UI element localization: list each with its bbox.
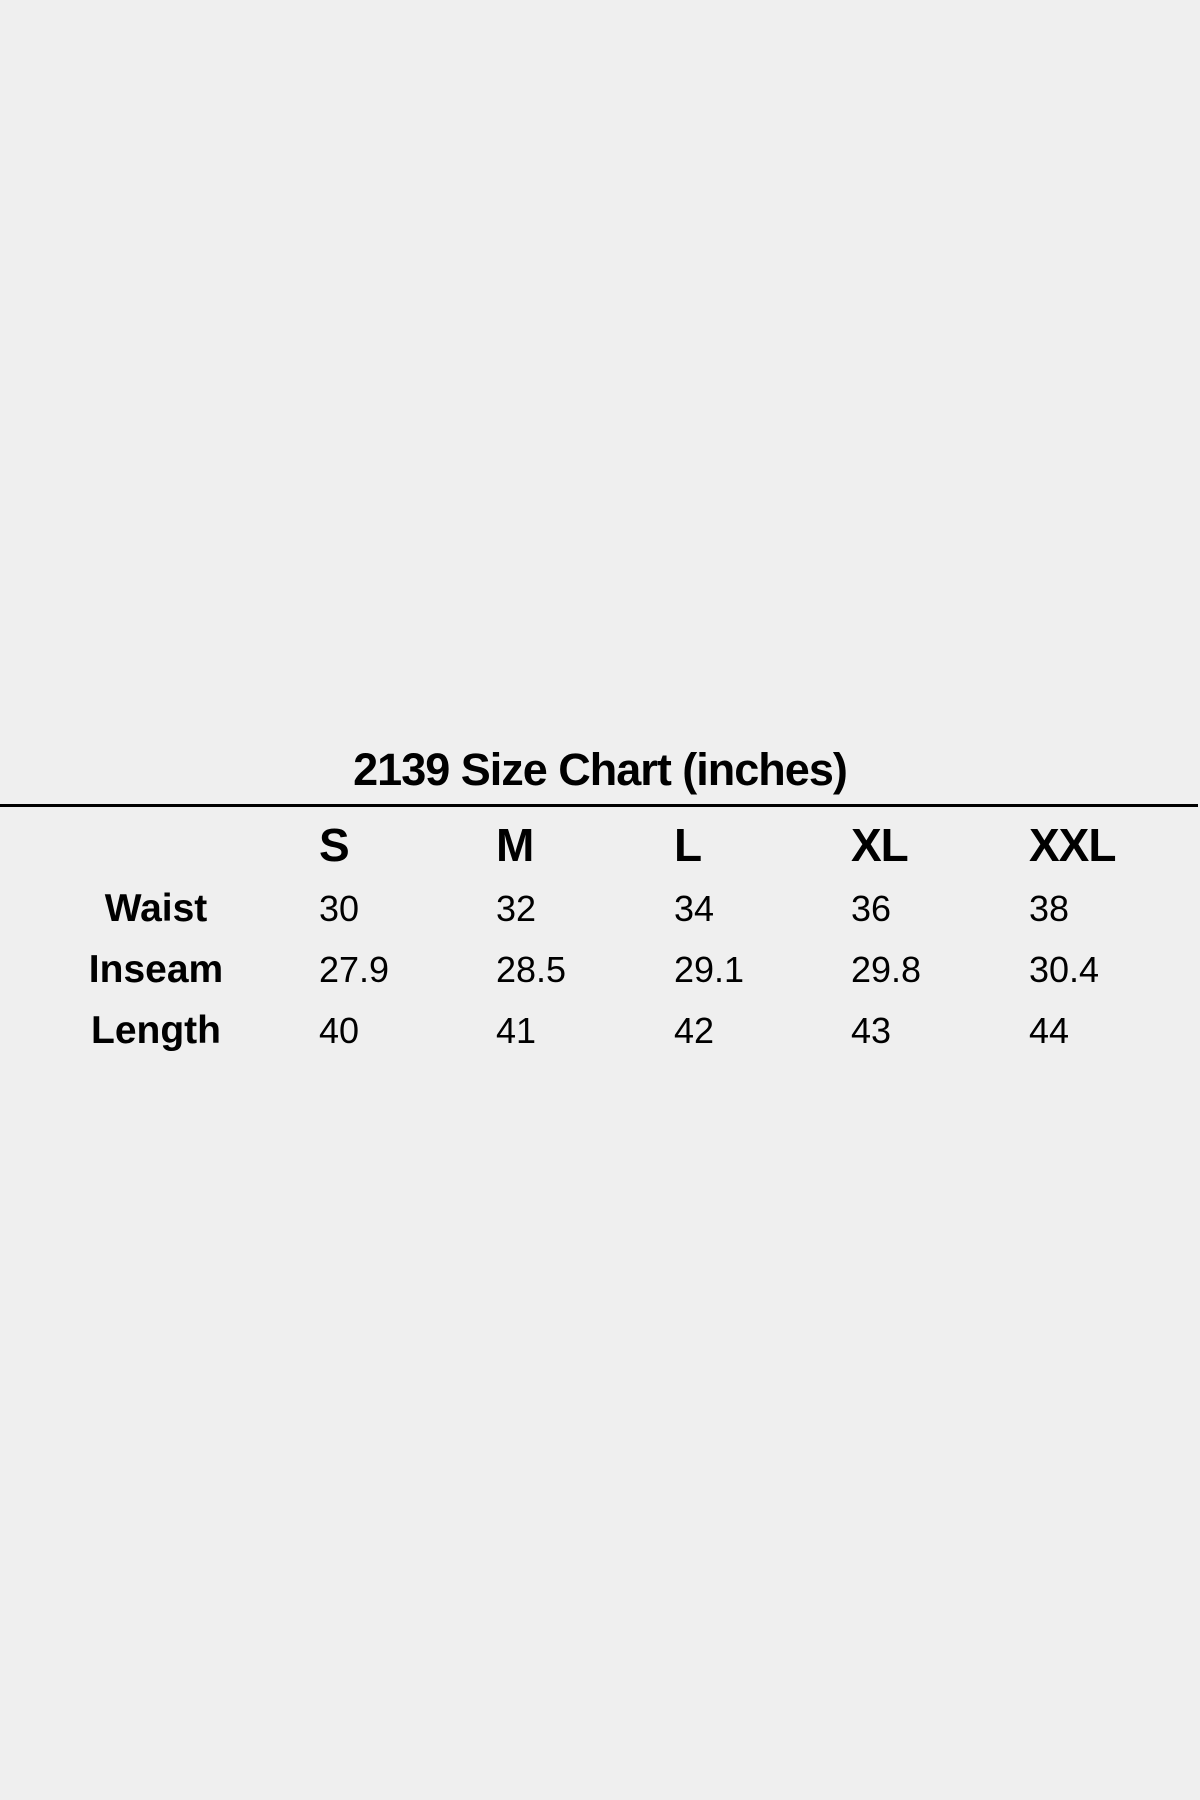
column-header-s: S <box>319 819 350 871</box>
column-header-xl: XL <box>851 819 909 871</box>
chart-title: 2139 Size Chart (inches) <box>353 744 848 795</box>
table-cell: 36 <box>851 888 892 929</box>
table-cell: 29.8 <box>851 949 922 990</box>
table-cell: 30.4 <box>1029 949 1100 990</box>
table-cell: 34 <box>674 888 715 929</box>
table-cell: 38 <box>1029 888 1070 929</box>
row-label-inseam: Inseam <box>88 948 224 991</box>
column-header-l: L <box>674 819 702 871</box>
table-cell: 29.1 <box>674 949 745 990</box>
row-label-waist: Waist <box>104 887 208 930</box>
column-header-xxl: XXL <box>1029 819 1116 871</box>
table-cell: 27.9 <box>319 949 390 990</box>
table-cell: 43 <box>851 1010 892 1051</box>
table-cell: 42 <box>674 1010 715 1051</box>
table-cell: 41 <box>496 1010 537 1051</box>
table-cell: 40 <box>319 1010 360 1051</box>
table-cell: 32 <box>496 888 537 929</box>
table-cell: 30 <box>319 888 360 929</box>
column-header-m: M <box>496 819 534 871</box>
row-label-length: Length <box>91 1009 221 1052</box>
title-divider <box>0 804 1198 807</box>
table-cell: 44 <box>1029 1010 1070 1051</box>
table-cell: 28.5 <box>496 949 567 990</box>
